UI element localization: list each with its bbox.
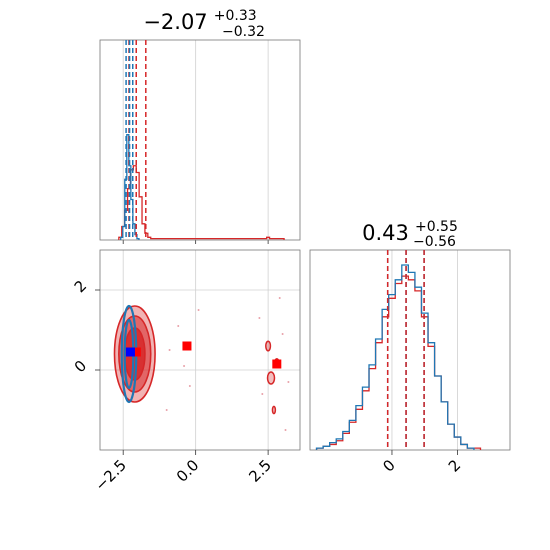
joint-xtick-label-1: 0.0 [173,456,203,486]
param2-hist-blue [315,264,475,450]
param1-title-upper: +0.33 [214,8,257,24]
joint-xtick-label-0: −2.5 [92,456,130,494]
panel-param2-frame [309,249,511,451]
param2-title-median: 0.43 [362,221,409,245]
panel-joint: −2.5 0.0 2.5 0 2 [71,249,301,495]
joint-sample-5 [261,393,264,395]
joint-contour-red-outlier-0 [265,340,272,352]
joint-sample-8 [278,297,281,299]
param1-title-median: −2.07 [143,10,207,34]
joint-marker-red-2 [272,359,282,369]
joint-sample-7 [287,381,290,383]
joint-sample-0 [177,325,180,327]
panel-param2-hist: 0 2 0.43 +0.55 −0.56 [309,219,511,476]
panel-param1-hist: −2.07 +0.33 −0.32 [99,8,301,244]
joint-sample-2 [188,385,191,387]
joint-sample-6 [281,333,284,335]
param1-title-lower: −0.32 [222,24,265,40]
param2-title: 0.43 +0.55 [362,219,458,245]
joint-xtick-label-2: 2.5 [245,456,275,486]
joint-marker-red-0 [131,347,141,357]
param2-title-lower: −0.56 [413,234,456,250]
joint-ytick-label-0: 0 [71,357,90,376]
joint-sample-1 [183,365,186,367]
param2-xtick-label-1: 2 [445,456,464,475]
joint-ytick-label-1: 2 [71,277,90,296]
joint-contour-red-outlier-3 [271,405,277,415]
joint-sample-9 [168,349,171,351]
joint-sample-10 [165,409,168,411]
joint-contour-red-outlier-1 [266,371,276,385]
param2-xtick-label-0: 0 [379,456,398,475]
panel-param1-frame [99,39,301,241]
param1-hist-red [118,165,285,240]
param2-hist-red [315,275,482,450]
joint-marker-red-1 [182,341,192,351]
joint-sample-11 [284,429,287,431]
joint-sample-3 [197,309,200,311]
joint-sample-4 [258,317,261,319]
param2-title-upper: +0.55 [415,219,458,235]
joint-marker-blue-0 [125,347,135,357]
panel-joint-frame [99,249,301,451]
param1-title: −2.07 +0.33 [143,8,256,34]
